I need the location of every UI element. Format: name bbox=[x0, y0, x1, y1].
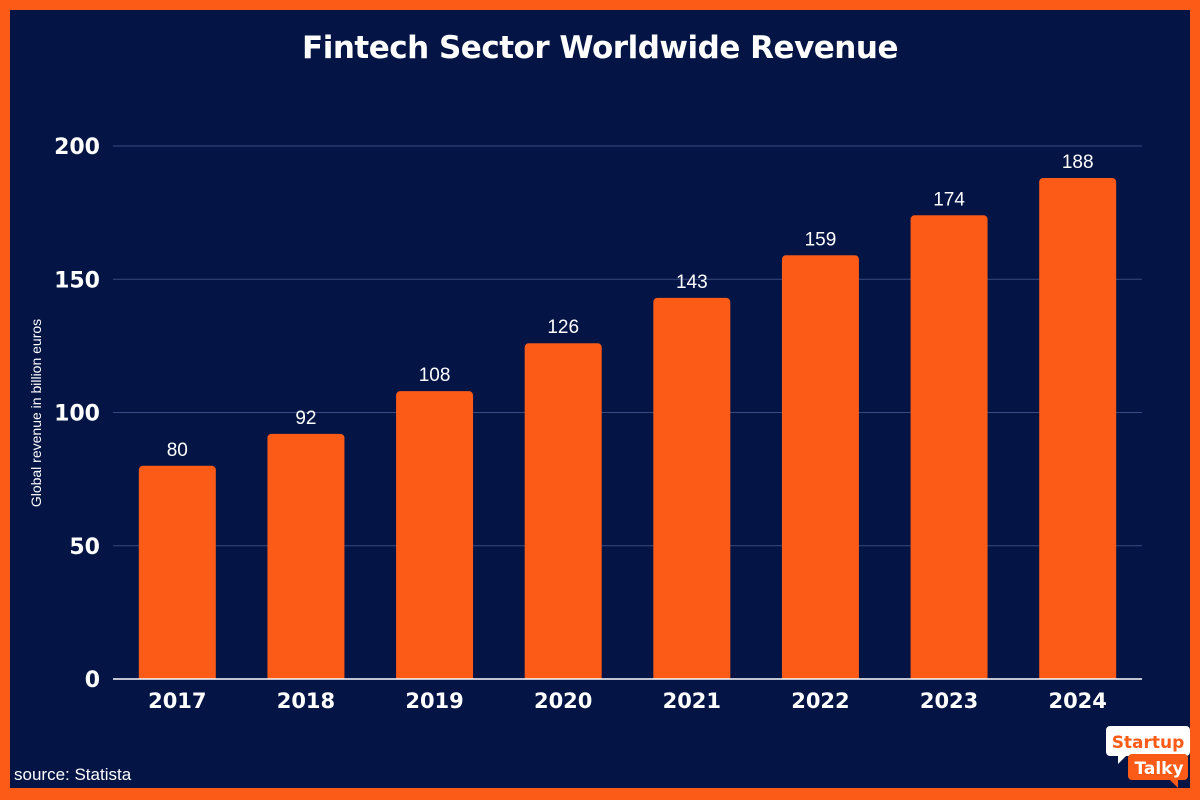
data-label: 92 bbox=[295, 408, 316, 429]
chart-title: Fintech Sector Worldwide Revenue bbox=[302, 30, 898, 66]
bar bbox=[267, 433, 345, 679]
data-label: 126 bbox=[547, 317, 579, 338]
data-label: 108 bbox=[419, 365, 451, 386]
x-tick-label: 2024 bbox=[1048, 689, 1106, 713]
y-tick-label: 200 bbox=[54, 135, 100, 160]
bar bbox=[524, 343, 602, 679]
bar bbox=[910, 215, 988, 680]
x-tick-label: 2020 bbox=[534, 689, 592, 713]
bar bbox=[138, 465, 216, 679]
x-tick-label: 2023 bbox=[920, 689, 978, 713]
bar bbox=[653, 297, 731, 679]
x-tick-label: 2022 bbox=[791, 689, 849, 713]
data-label: 159 bbox=[805, 229, 837, 250]
bar bbox=[396, 391, 474, 679]
y-tick-label: 150 bbox=[54, 268, 100, 293]
bar bbox=[1039, 177, 1117, 680]
x-tick-label: 2017 bbox=[148, 689, 206, 713]
y-tick-label: 100 bbox=[54, 402, 100, 427]
svg-text:Talky: Talky bbox=[1134, 759, 1183, 779]
bar bbox=[781, 255, 859, 679]
y-tick-label: 0 bbox=[85, 668, 100, 693]
svg-text:Startup: Startup bbox=[1112, 733, 1185, 753]
data-label: 188 bbox=[1062, 152, 1094, 173]
data-label: 80 bbox=[167, 440, 188, 461]
source-note: source: Statista bbox=[14, 765, 132, 784]
y-tick-label: 50 bbox=[69, 535, 100, 560]
x-tick-label: 2021 bbox=[663, 689, 721, 713]
x-tick-label: 2018 bbox=[277, 689, 335, 713]
data-label: 174 bbox=[933, 189, 965, 210]
data-label: 143 bbox=[676, 272, 708, 293]
x-tick-label: 2019 bbox=[405, 689, 463, 713]
startuptalky-logo: Startup Talky bbox=[1106, 726, 1190, 788]
